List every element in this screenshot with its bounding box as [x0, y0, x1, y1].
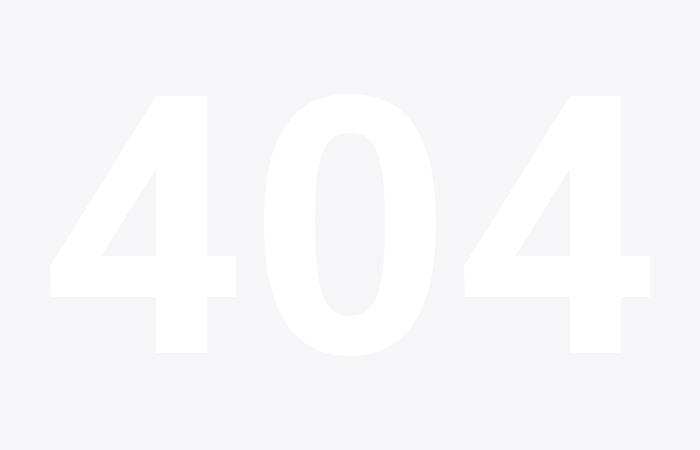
digit-four-left: [50, 96, 236, 353]
digit-zero: [264, 94, 436, 356]
digit-four-right: [464, 96, 650, 353]
